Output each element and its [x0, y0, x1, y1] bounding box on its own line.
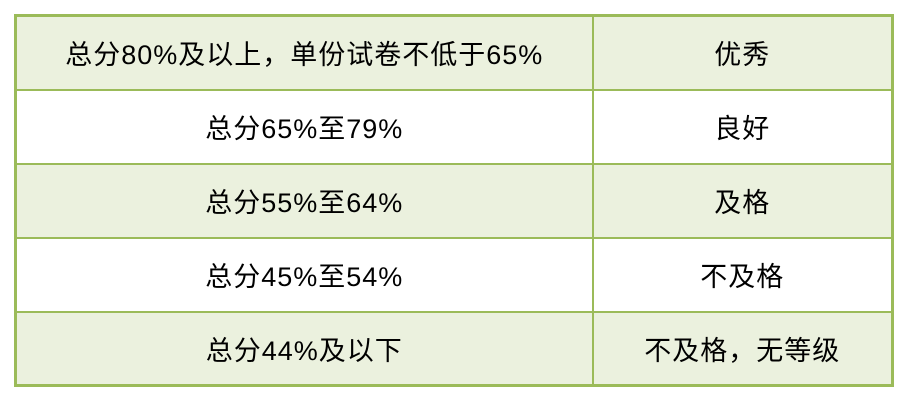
criteria-cell: 总分45%至54% [14, 236, 594, 313]
table-row: 总分80%及以上，单份试卷不低于65% 优秀 [14, 14, 894, 91]
criteria-cell: 总分80%及以上，单份试卷不低于65% [14, 14, 594, 91]
table-row: 总分44%及以下 不及格，无等级 [14, 310, 894, 387]
criteria-cell: 总分55%至64% [14, 162, 594, 239]
grade-cell: 优秀 [591, 14, 894, 91]
table-row: 总分45%至54% 不及格 [14, 236, 894, 313]
criteria-cell: 总分44%及以下 [14, 310, 594, 387]
grade-criteria-table: 总分80%及以上，单份试卷不低于65% 优秀 总分65%至79% 良好 总分55… [14, 14, 894, 387]
grade-cell: 不及格 [591, 236, 894, 313]
grade-cell: 良好 [591, 88, 894, 165]
criteria-cell: 总分65%至79% [14, 88, 594, 165]
table-row: 总分65%至79% 良好 [14, 88, 894, 165]
table-row: 总分55%至64% 及格 [14, 162, 894, 239]
grade-cell: 不及格，无等级 [591, 310, 894, 387]
grade-cell: 及格 [591, 162, 894, 239]
